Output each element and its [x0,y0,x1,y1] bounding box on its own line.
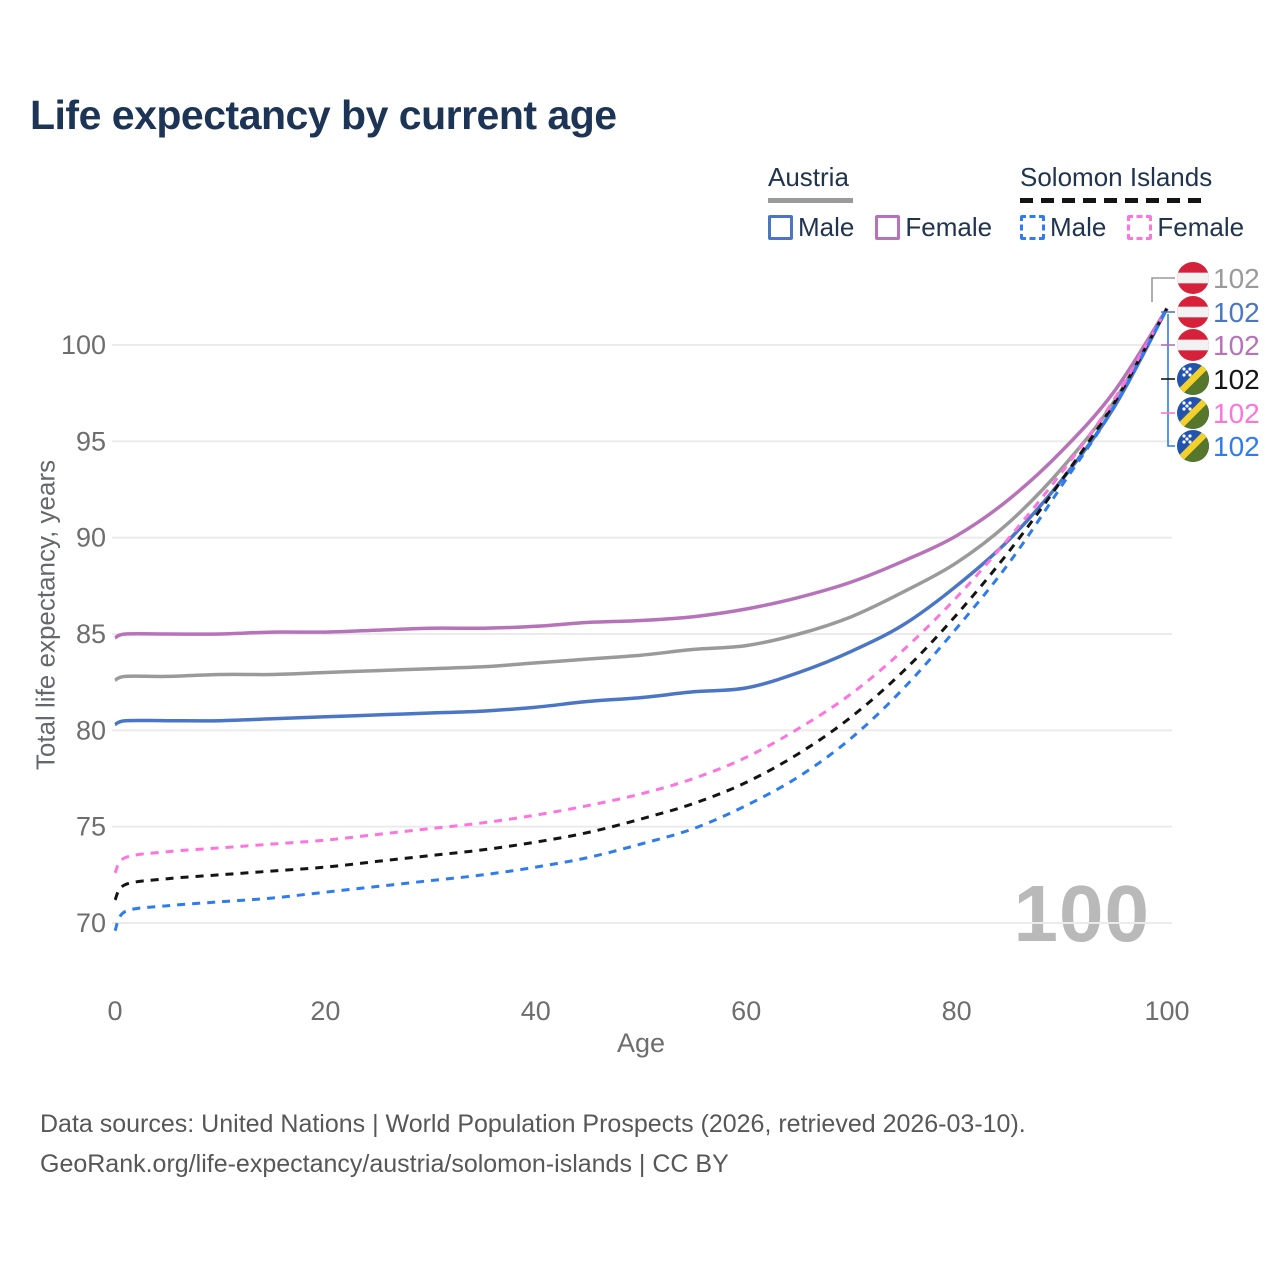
end-value-label: 102 [1213,398,1260,429]
series-line-austria-female[interactable] [114,307,1169,640]
attribution-text: GeoRank.org/life-expectancy/austria/solo… [40,1150,729,1178]
y-tick-label: 70 [76,908,106,938]
x-tick-label: 40 [521,996,551,1026]
legend-item-label: Male [798,212,855,242]
solomon-islands-line-style-icon [1020,198,1204,203]
series-line-austria-all[interactable] [114,307,1169,682]
y-tick-label: 90 [76,523,106,553]
legend-group-solomon-islands: Solomon Islands Male Female [1020,162,1244,243]
series-line-solomon-all[interactable] [113,307,1169,901]
age-indicator-watermark: 100 [1013,869,1150,958]
end-value-label: 102 [1213,431,1260,462]
series-line-solomon-male[interactable] [113,307,1169,932]
end-label-connector [1167,314,1175,447]
legend-item-solomon-female[interactable]: Female [1127,212,1244,243]
austria-flag-icon [1177,262,1209,294]
solomon-male-swatch-icon [1020,215,1045,240]
legend-group-austria: Austria Male Female [768,162,992,243]
y-tick-label: 100 [61,330,106,360]
legend-group-title: Austria [768,162,849,192]
end-value-label: 102 [1213,263,1260,294]
austria-line-style-icon [768,198,853,203]
austria-flag-icon [1177,296,1209,328]
x-tick-label: 80 [942,996,972,1026]
y-tick-label: 95 [76,426,106,456]
series-line-austria-male[interactable] [114,307,1169,727]
x-tick-label: 0 [107,996,122,1026]
page-title: Life expectancy by current age [30,92,617,138]
austria-flag-icon [1177,329,1209,361]
y-axis-title: Total life expectancy, years [30,459,61,771]
austria-male-swatch-icon [768,215,793,240]
x-axis-title: Age [616,1028,666,1058]
legend-item-austria-female[interactable]: Female [875,212,992,243]
legend-item-austria-male[interactable]: Male [768,212,854,243]
solomon-female-swatch-icon [1127,215,1153,240]
x-tick-label: 60 [731,996,761,1026]
legend-item-solomon-male[interactable]: Male [1020,212,1106,243]
y-tick-label: 85 [76,619,106,649]
end-value-label: 102 [1213,364,1260,395]
legend-group-title: Solomon Islands [1020,162,1213,192]
legend-item-label: Female [1157,212,1245,242]
legend-item-label: Female [905,212,993,242]
x-tick-label: 20 [310,996,340,1026]
solomon-flag-icon [1177,430,1209,462]
y-tick-label: 80 [76,715,106,745]
solomon-flag-icon [1177,397,1209,429]
legend-item-label: Male [1050,212,1107,242]
data-sources-text: Data sources: United Nations | World Pop… [40,1110,1026,1138]
austria-female-swatch-icon [875,215,901,240]
end-label-connector [1151,277,1175,302]
series-line-solomon-female[interactable] [113,307,1169,874]
solomon-flag-icon [1177,363,1209,395]
y-tick-label: 75 [76,812,106,842]
x-tick-label: 100 [1144,996,1189,1026]
end-value-label: 102 [1213,297,1260,328]
end-value-label: 102 [1213,330,1260,361]
